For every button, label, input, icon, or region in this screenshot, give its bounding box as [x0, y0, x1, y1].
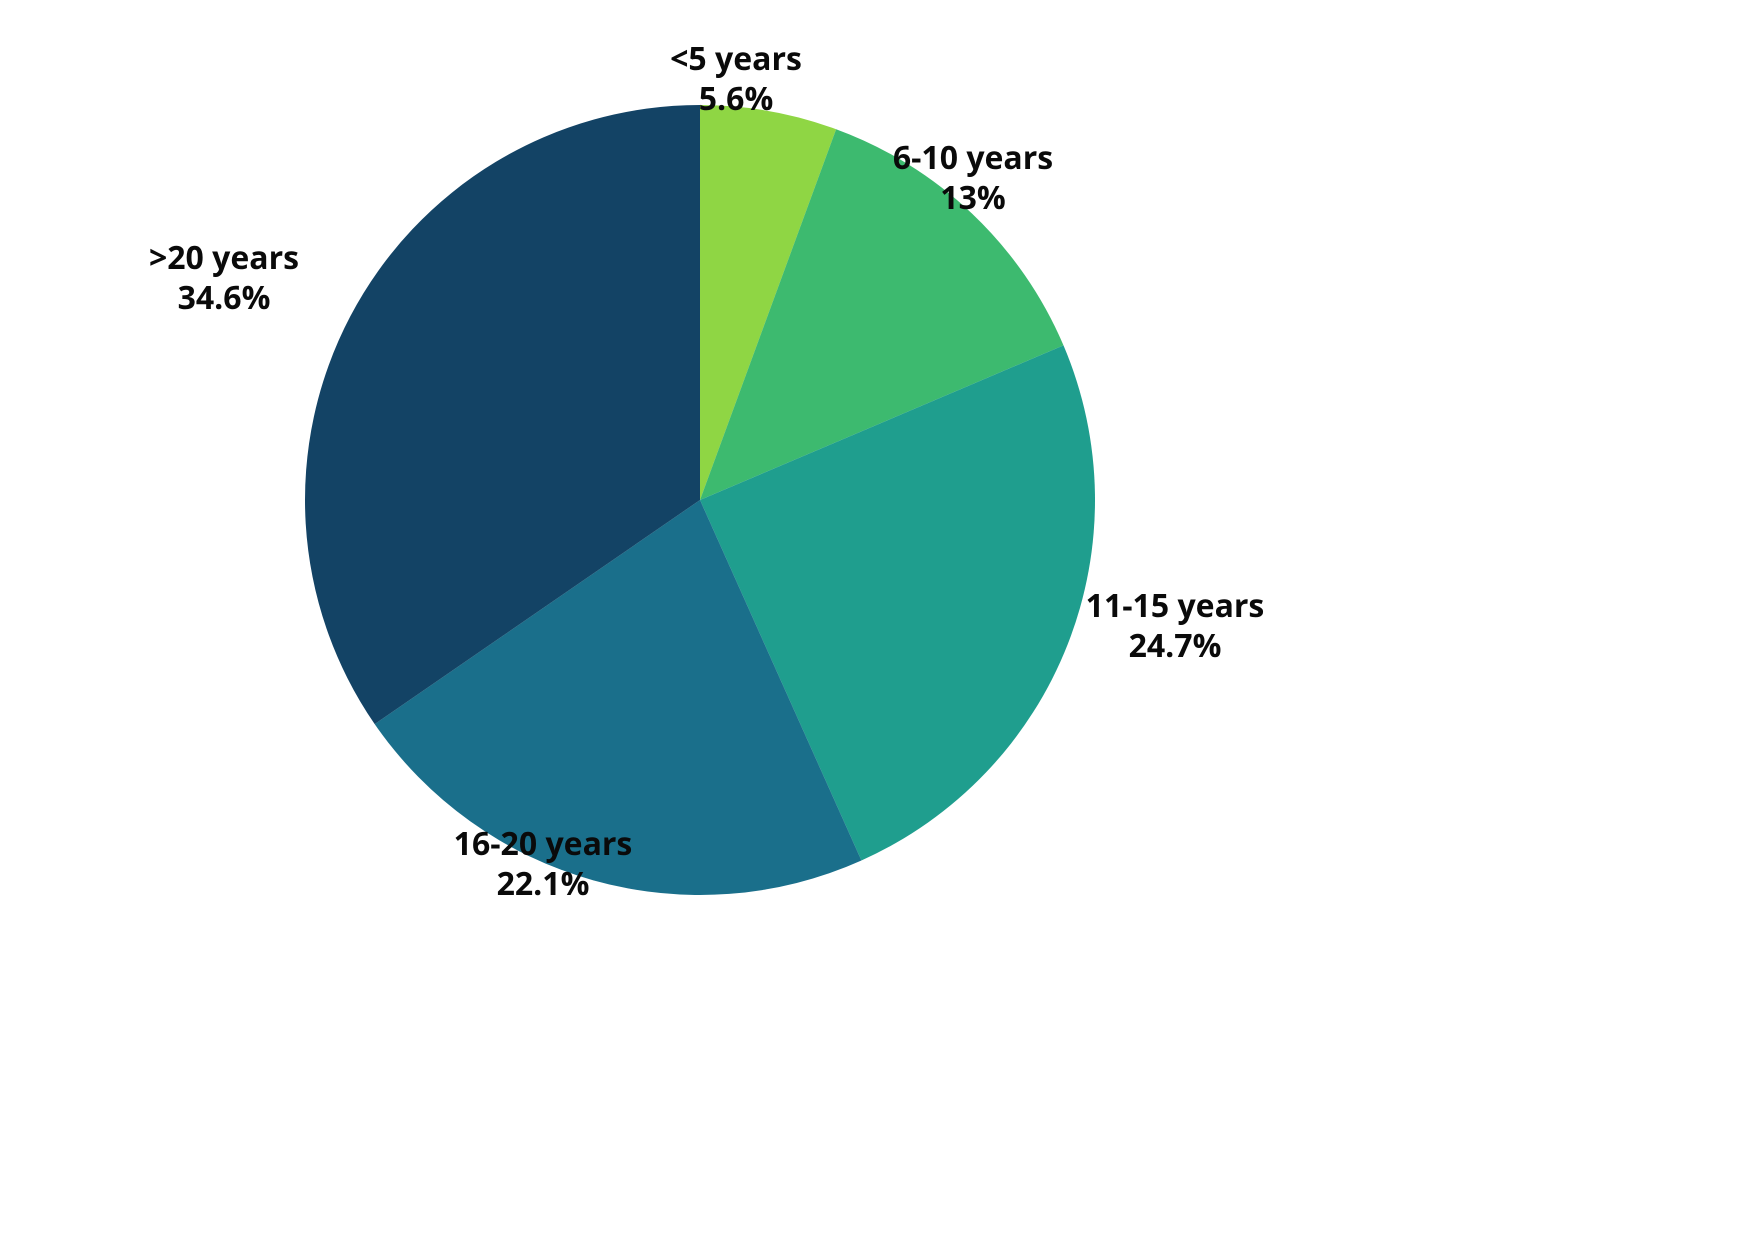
pie-slice-label: 16-20 years22.1% — [454, 824, 633, 904]
slice-value-text: 24.7% — [1086, 626, 1265, 666]
slice-value-text: 22.1% — [454, 864, 633, 904]
pie-slice-label: 11-15 years24.7% — [1086, 586, 1265, 666]
slice-label-text: 11-15 years — [1086, 586, 1265, 626]
slice-value-text: 5.6% — [670, 79, 802, 119]
slice-value-text: 13% — [893, 178, 1053, 218]
slice-label-text: >20 years — [149, 238, 299, 278]
pie-chart: <5 years5.6% 6-10 years13% 11-15 years24.7… — [0, 0, 1748, 1240]
slice-label-text: 16-20 years — [454, 824, 633, 864]
pie-svg — [0, 0, 1748, 1240]
pie-slice-label: >20 years34.6% — [149, 238, 299, 318]
pie-slice-label: <5 years5.6% — [670, 39, 802, 119]
slice-label-text: <5 years — [670, 39, 802, 79]
pie-slice-label: 6-10 years13% — [893, 138, 1053, 218]
slice-value-text: 34.6% — [149, 278, 299, 318]
slice-label-text: 6-10 years — [893, 138, 1053, 178]
